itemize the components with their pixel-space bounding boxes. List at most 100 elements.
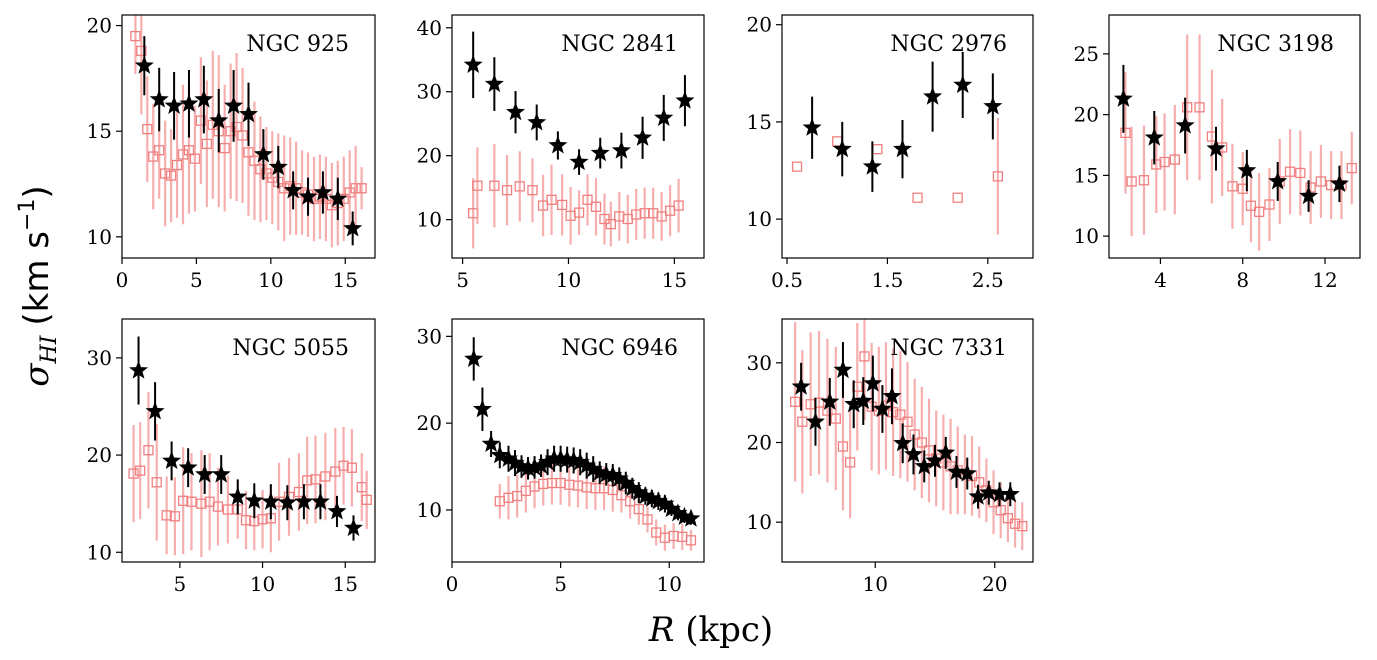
series-stars — [791, 342, 1020, 509]
data-point-star — [633, 127, 653, 146]
data-point-star — [268, 157, 288, 176]
data-point-star — [531, 455, 551, 474]
x-tick-label: 10 — [657, 572, 682, 596]
y-tick-label: 20 — [747, 430, 772, 454]
data-point-square — [992, 171, 1004, 182]
data-point-square — [573, 207, 585, 218]
data-point-star — [1299, 186, 1319, 205]
plot-area — [128, 336, 372, 558]
data-point-star — [863, 373, 883, 392]
panel-frame — [1108, 14, 1361, 259]
data-point-square — [1002, 513, 1014, 524]
data-point-star — [936, 442, 956, 461]
data-point-square — [1245, 200, 1257, 211]
y-tick-label: 10 — [87, 225, 112, 249]
data-point-star — [893, 433, 913, 452]
data-point-star — [648, 491, 668, 510]
y-tick-label: 15 — [1074, 163, 1099, 187]
data-point-star — [195, 464, 215, 483]
data-point-star — [668, 503, 688, 522]
data-point-square — [537, 200, 549, 211]
data-point-square — [605, 218, 616, 230]
data-point-square — [186, 496, 197, 507]
data-point-star — [946, 461, 967, 481]
data-point-star — [343, 218, 363, 237]
data-point-star — [162, 450, 182, 469]
data-point-square — [1254, 206, 1265, 217]
y-tick-label: 20 — [87, 14, 112, 38]
data-point-star — [464, 348, 484, 368]
x-tick-label: 8 — [1236, 268, 1249, 292]
data-point-square — [1315, 176, 1327, 187]
data-point-square — [302, 475, 313, 486]
data-point-star — [129, 360, 149, 379]
data-point-star — [224, 95, 244, 114]
data-point-star — [583, 459, 603, 478]
data-point-square — [859, 351, 870, 362]
data-point-square — [1151, 159, 1162, 170]
data-point-star — [832, 139, 852, 158]
data-point-star — [654, 107, 674, 127]
data-point-square — [1138, 175, 1150, 186]
data-point-star — [538, 452, 558, 471]
data-point-square — [1120, 127, 1131, 139]
data-point-square — [872, 143, 883, 155]
data-point-square — [590, 201, 602, 212]
data-point-square — [1264, 199, 1275, 210]
data-point-star — [194, 89, 214, 108]
data-point-square — [161, 510, 172, 521]
data-point-square — [1169, 154, 1180, 165]
data-point-star — [525, 457, 545, 476]
y-axis-label-unit: (km s — [17, 231, 57, 326]
panel-ngc-925: 0 5 10 15 10 15 20 NGC 925 — [87, 14, 376, 292]
y-axis-label-sub: HI — [37, 334, 62, 364]
data-point-square — [346, 462, 357, 473]
y-tick-label: 40 — [417, 16, 442, 40]
data-point-square — [178, 495, 189, 506]
y-tick-label: 30 — [417, 80, 442, 104]
data-point-square — [642, 514, 653, 525]
plot-area — [464, 337, 701, 551]
x-tick-label: 5 — [190, 268, 203, 292]
data-point-star — [490, 445, 510, 464]
data-point-star — [1206, 138, 1226, 157]
data-point-square — [243, 147, 254, 158]
data-point-square — [160, 168, 171, 179]
data-point-star — [209, 110, 229, 129]
data-point-square — [240, 515, 252, 526]
y-tick-label: 30 — [417, 324, 442, 348]
data-point-star — [957, 463, 977, 482]
data-point-square — [130, 30, 141, 42]
x-tick-label: 10 — [863, 572, 888, 596]
data-point-star — [629, 482, 649, 501]
data-point-square — [789, 396, 801, 408]
data-point-star — [1144, 127, 1164, 146]
data-point-star — [642, 488, 662, 507]
data-point-square — [169, 511, 181, 522]
data-point-square — [791, 161, 803, 172]
data-point-star — [983, 96, 1003, 115]
panel-frame — [451, 14, 705, 259]
data-point-square — [1284, 166, 1296, 177]
panel-ngc-2841: 5 10 15 10 20 30 40 NGC 2841 — [417, 14, 705, 292]
data-point-square — [633, 503, 644, 515]
data-point-star — [661, 499, 681, 518]
data-point-square — [1182, 102, 1193, 113]
x-tick-label: 10 — [556, 268, 581, 292]
data-point-star — [481, 433, 501, 453]
series-stars — [802, 51, 1003, 192]
x-tick-label: 10 — [250, 572, 275, 596]
data-point-star — [844, 394, 864, 413]
plot-area — [463, 31, 695, 249]
data-point-square — [257, 514, 268, 525]
data-point-square — [656, 211, 667, 222]
data-point-star — [310, 491, 330, 510]
plot-area — [791, 51, 1004, 235]
data-point-square — [902, 416, 913, 427]
x-axis-label-var: R — [648, 610, 675, 650]
data-point-star — [463, 54, 483, 73]
data-point-square — [338, 460, 349, 471]
data-point-star — [327, 501, 347, 520]
series-squares — [468, 144, 684, 249]
